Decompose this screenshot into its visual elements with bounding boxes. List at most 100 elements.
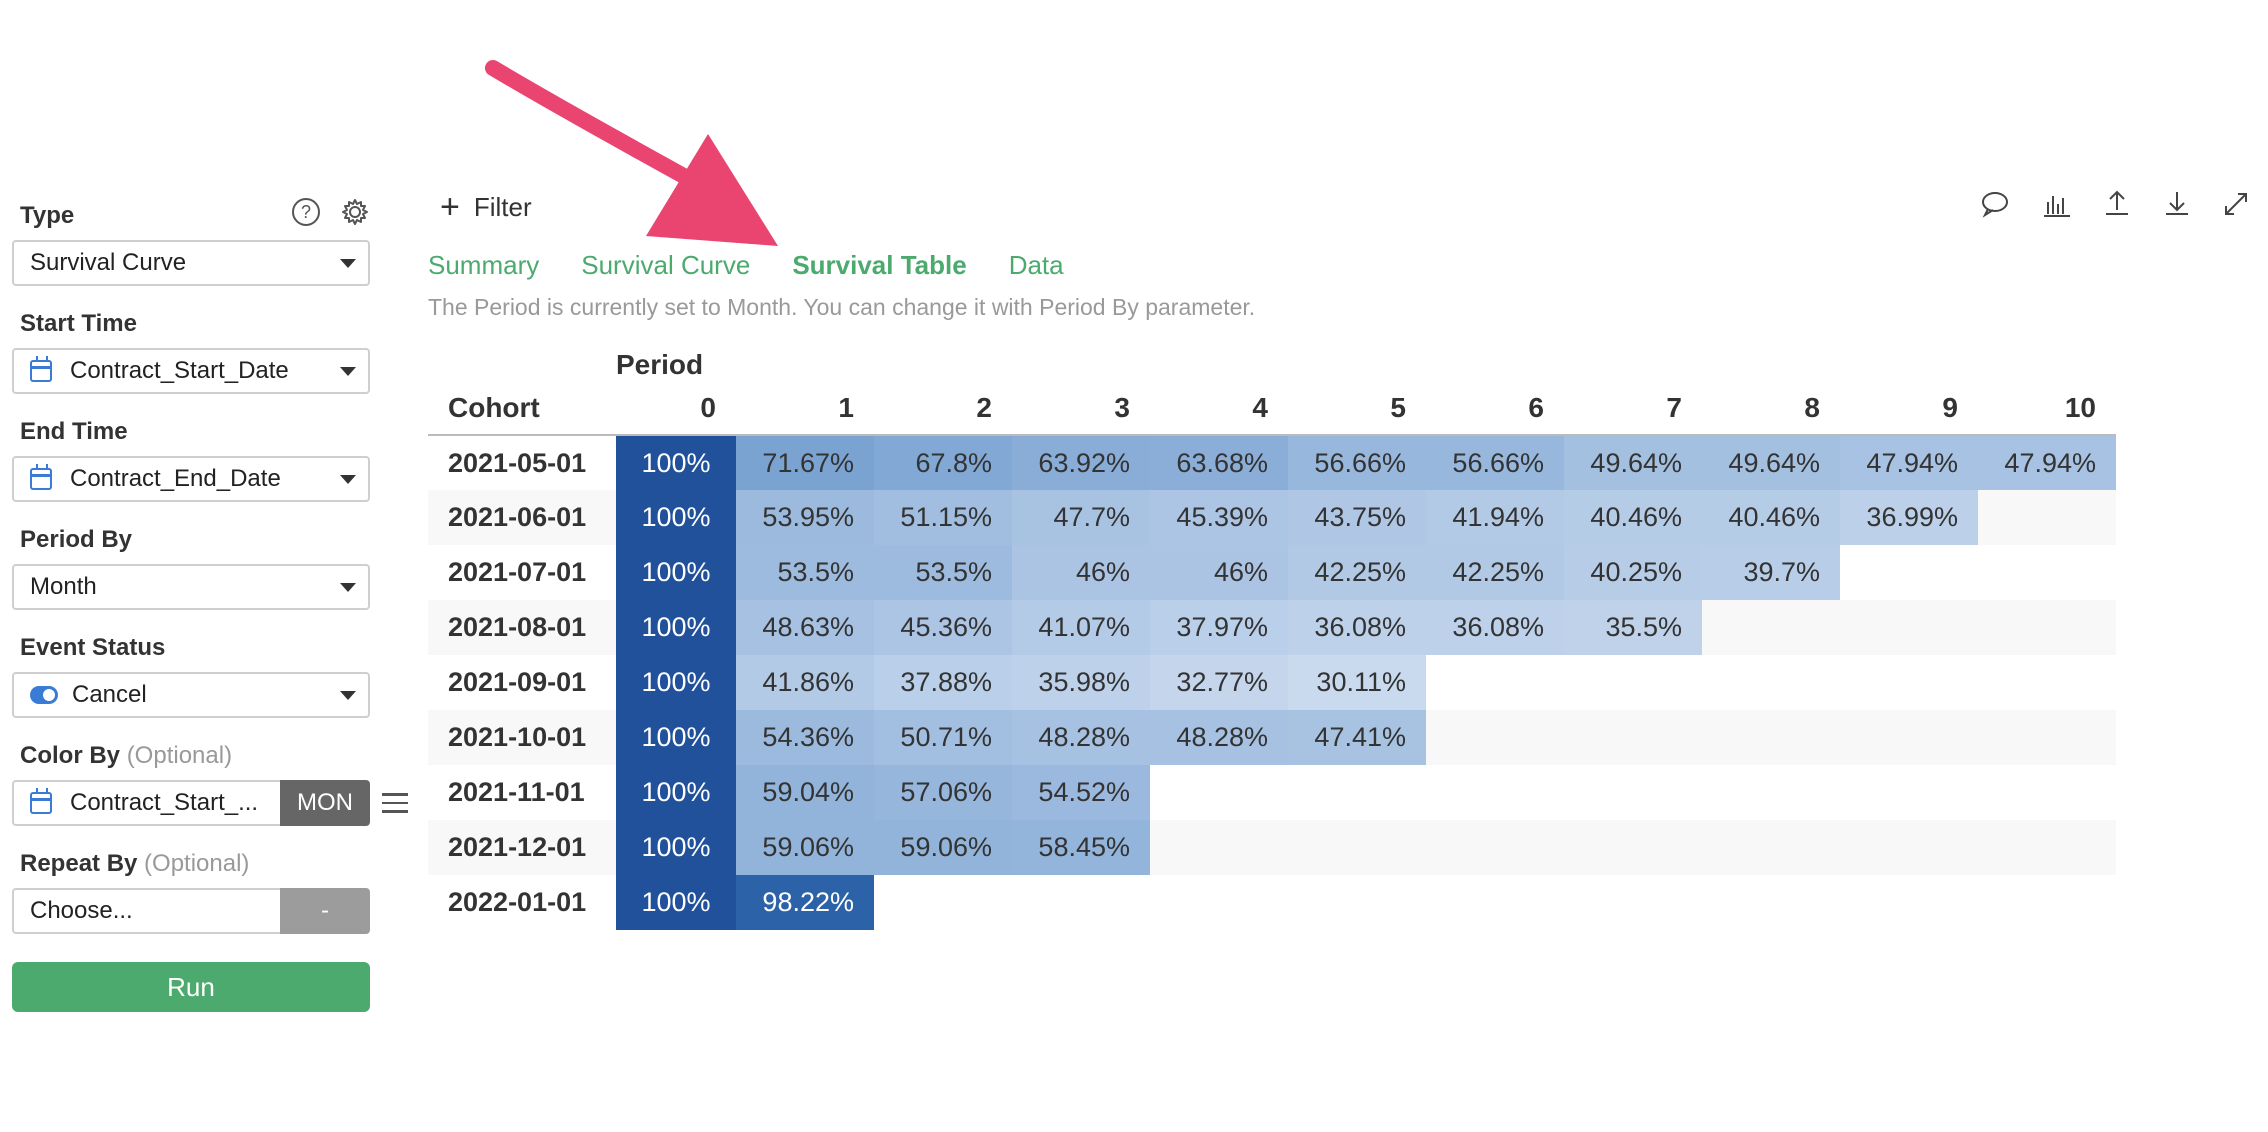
table-row: 2021-05-01 100% 71.67% 67.8% 63.92% 63.68% 56.… bbox=[428, 435, 2116, 490]
survival-cell: 37.97% bbox=[1150, 600, 1288, 655]
type-select[interactable]: Survival Curve bbox=[12, 240, 370, 286]
empty-cell bbox=[1978, 875, 2116, 930]
chevron-down-icon bbox=[340, 691, 356, 700]
survival-cell: 57.06% bbox=[874, 765, 1012, 820]
survival-cell: 47.41% bbox=[1288, 710, 1426, 765]
color-by-unit-button[interactable]: MON bbox=[280, 780, 370, 826]
empty-cell bbox=[1564, 655, 1702, 710]
empty-cell bbox=[1426, 765, 1564, 820]
tab-survival-table[interactable]: Survival Table bbox=[792, 250, 967, 280]
color-by-label: Color By (Optional) bbox=[20, 742, 232, 770]
empty-cell bbox=[1978, 600, 2116, 655]
table-row: 2021-09-01 100% 41.86% 37.88% 35.98% 32.77% 30… bbox=[428, 655, 2116, 710]
survival-cell: 47.94% bbox=[1978, 435, 2116, 490]
period-column-header: 4 bbox=[1150, 381, 1288, 436]
survival-cell: 100% bbox=[616, 820, 736, 875]
table-row: 2021-11-01 100% 59.04% 57.06% 54.52% bbox=[428, 765, 2116, 820]
empty-cell bbox=[1978, 765, 2116, 820]
survival-cell: 43.75% bbox=[1288, 490, 1426, 545]
survival-cell: 59.06% bbox=[874, 820, 1012, 875]
survival-table: Period Cohort 0 1 2 3 4 5 6 7 8 9 10 2021-05-01 100… bbox=[428, 326, 2116, 930]
start-time-value: Contract_Start_Date bbox=[70, 357, 289, 384]
survival-cell: 41.07% bbox=[1012, 600, 1150, 655]
survival-cell: 42.25% bbox=[1288, 545, 1426, 600]
plus-icon: + bbox=[440, 188, 460, 226]
table-row: 2021-08-01 100% 48.63% 45.36% 41.07% 37.97% 36… bbox=[428, 600, 2116, 655]
empty-cell bbox=[1426, 875, 1564, 930]
survival-cell: 98.22% bbox=[736, 875, 874, 930]
repeat-by-control: Choose... - bbox=[12, 888, 370, 934]
empty-cell bbox=[1702, 875, 1840, 930]
survival-cell: 100% bbox=[616, 765, 736, 820]
survival-cell: 100% bbox=[616, 600, 736, 655]
empty-cell bbox=[1840, 710, 1978, 765]
survival-cell: 48.28% bbox=[1150, 710, 1288, 765]
empty-cell bbox=[1288, 820, 1426, 875]
survival-cell: 37.88% bbox=[874, 655, 1012, 710]
empty-cell bbox=[1564, 710, 1702, 765]
tab-data[interactable]: Data bbox=[1008, 250, 1064, 280]
table-row: 2021-07-01 100% 53.5% 53.5% 46% 46% 42.25% 42.2… bbox=[428, 545, 2116, 600]
menu-icon[interactable] bbox=[382, 793, 408, 813]
repeat-by-unit-button[interactable]: - bbox=[280, 888, 370, 934]
repeat-by-select[interactable]: Choose... bbox=[12, 888, 280, 934]
survival-cell: 40.46% bbox=[1702, 490, 1840, 545]
survival-cell: 100% bbox=[616, 545, 736, 600]
survival-cell: 56.66% bbox=[1288, 435, 1426, 490]
download-icon[interactable] bbox=[2162, 188, 2192, 218]
chart-icon[interactable] bbox=[2042, 190, 2072, 218]
run-button[interactable]: Run bbox=[12, 962, 370, 1012]
cohort-cell: 2021-11-01 bbox=[448, 777, 585, 807]
survival-cell: 51.15% bbox=[874, 490, 1012, 545]
expand-icon[interactable] bbox=[2222, 190, 2250, 218]
survival-cell: 46% bbox=[1012, 545, 1150, 600]
survival-cell: 47.7% bbox=[1012, 490, 1150, 545]
toggle-icon bbox=[30, 686, 58, 704]
tab-summary[interactable]: Summary bbox=[428, 250, 540, 280]
period-by-select[interactable]: Month bbox=[12, 564, 370, 610]
survival-cell: 100% bbox=[616, 875, 736, 930]
period-note: The Period is currently set to Month. Yo… bbox=[428, 294, 1256, 320]
survival-cell: 49.64% bbox=[1702, 435, 1840, 490]
period-header: Period bbox=[616, 349, 704, 380]
survival-cell: 71.67% bbox=[736, 435, 874, 490]
repeat-by-value: Choose... bbox=[30, 897, 133, 924]
help-icon[interactable]: ? bbox=[292, 198, 320, 226]
survival-cell: 63.68% bbox=[1150, 435, 1288, 490]
survival-cell: 41.86% bbox=[736, 655, 874, 710]
empty-cell bbox=[1702, 600, 1840, 655]
repeat-by-optional: (Optional) bbox=[144, 850, 250, 877]
survival-cell: 100% bbox=[616, 490, 736, 545]
survival-cell: 45.39% bbox=[1150, 490, 1288, 545]
end-time-select[interactable]: Contract_End_Date bbox=[12, 456, 370, 502]
period-column-header: 6 bbox=[1426, 381, 1564, 436]
event-status-label: Event Status bbox=[20, 634, 166, 661]
period-column-header: 8 bbox=[1702, 381, 1840, 436]
empty-cell bbox=[1978, 490, 2116, 545]
event-status-select[interactable]: Cancel bbox=[12, 672, 370, 718]
survival-cell: 54.36% bbox=[736, 710, 874, 765]
empty-cell bbox=[1150, 820, 1288, 875]
period-column-header: 3 bbox=[1012, 381, 1150, 436]
comment-icon[interactable] bbox=[1980, 190, 2010, 218]
empty-cell bbox=[1702, 820, 1840, 875]
chevron-down-icon bbox=[340, 475, 356, 484]
end-time-value: Contract_End_Date bbox=[70, 465, 281, 492]
survival-cell: 50.71% bbox=[874, 710, 1012, 765]
table-row: 2022-01-01 100% 98.22% bbox=[428, 875, 2116, 930]
gear-icon[interactable] bbox=[340, 197, 370, 227]
empty-cell bbox=[1288, 765, 1426, 820]
empty-cell bbox=[1840, 875, 1978, 930]
filter-button[interactable]: + Filter bbox=[440, 190, 532, 224]
tab-survival-curve[interactable]: Survival Curve bbox=[581, 250, 751, 280]
color-by-select[interactable]: Contract_Start_... bbox=[12, 780, 280, 826]
start-time-select[interactable]: Contract_Start_Date bbox=[12, 348, 370, 394]
empty-cell bbox=[1840, 655, 1978, 710]
cohort-cell: 2022-01-01 bbox=[448, 887, 587, 917]
empty-cell bbox=[1564, 765, 1702, 820]
survival-cell: 35.5% bbox=[1564, 600, 1702, 655]
table-row: 2021-12-01 100% 59.06% 59.06% 58.45% bbox=[428, 820, 2116, 875]
chevron-down-icon bbox=[340, 259, 356, 268]
upload-icon[interactable] bbox=[2102, 188, 2132, 218]
